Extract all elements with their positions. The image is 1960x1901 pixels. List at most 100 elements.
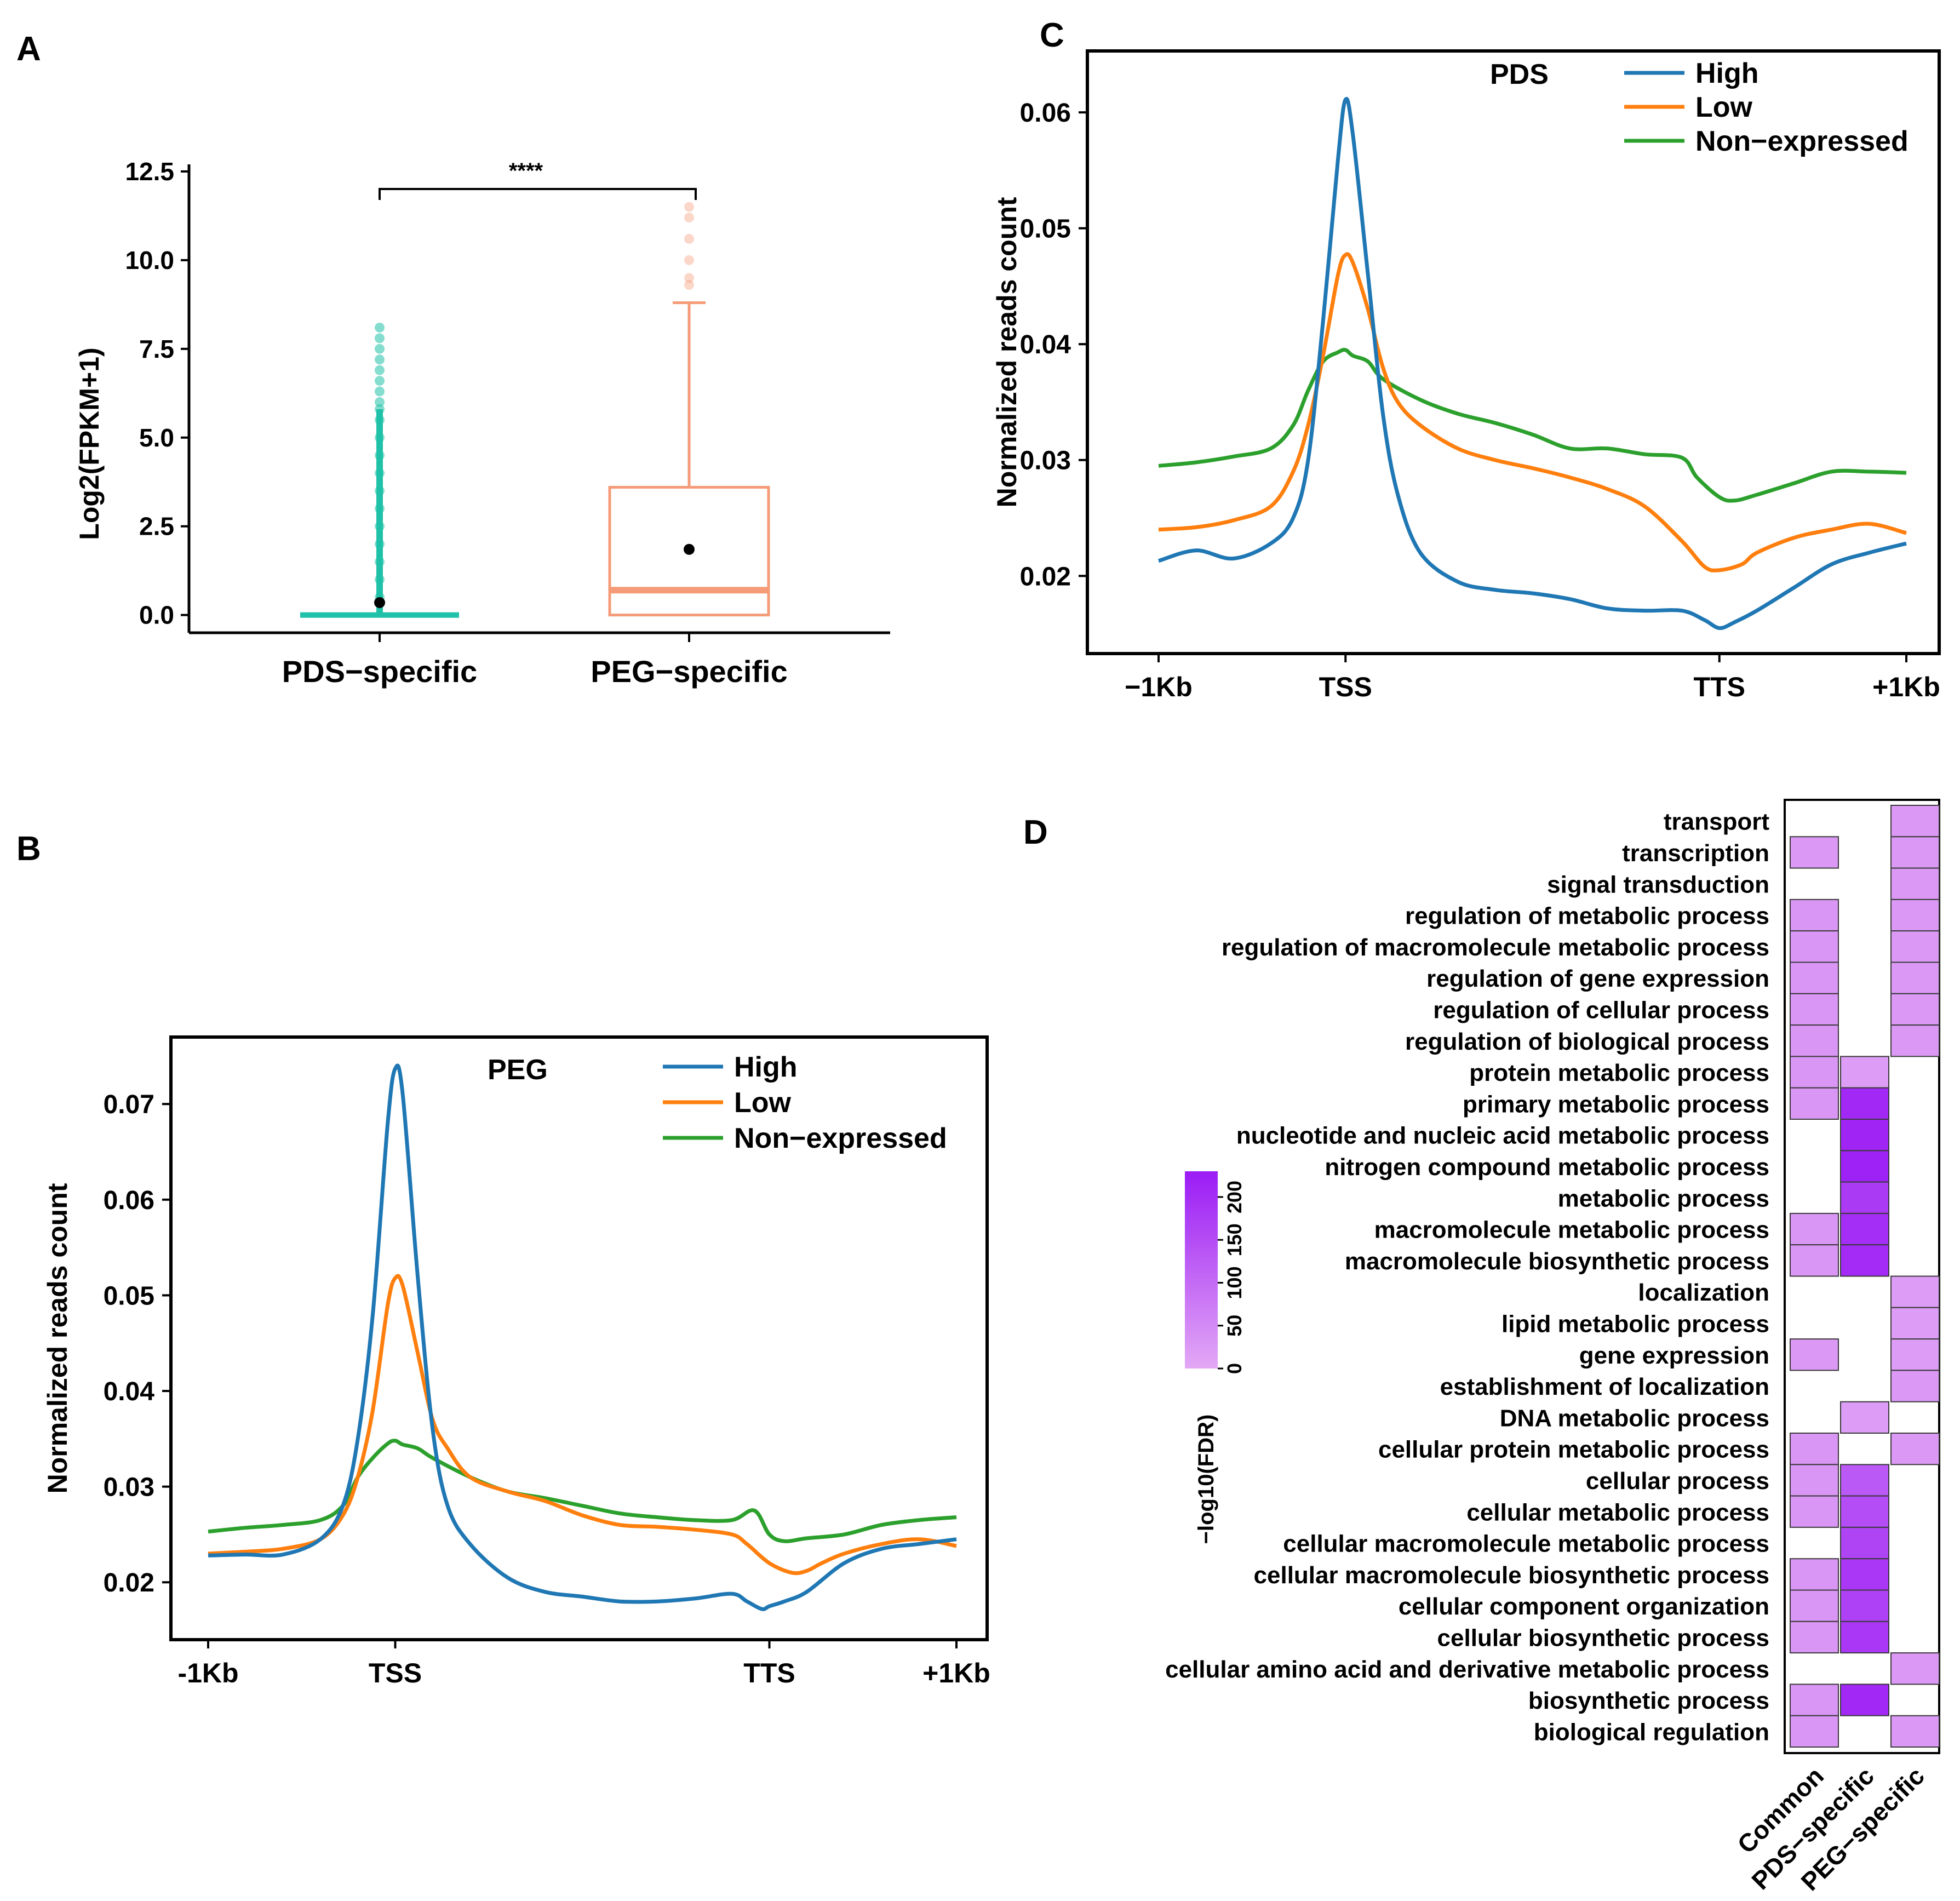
panel-c-ytick-label: 0.05	[1020, 215, 1071, 244]
panel-d-heatmap-cell	[1890, 1715, 1940, 1748]
panel-c-ytick-label: 0.03	[1020, 446, 1071, 476]
panel-d-colorbar-tick-label: 0	[1223, 1363, 1246, 1374]
panel-b-plot-frame	[169, 1035, 989, 1641]
panel-d-row-label: cellular macromolecule biosynthetic proc…	[1254, 1562, 1769, 1589]
panel-b-legend-label: Low	[734, 1087, 792, 1119]
panel-d-row-label: establishment of localization	[1440, 1373, 1769, 1400]
panel-c-xtick-label: TSS	[1319, 672, 1372, 702]
panel-c-ytick-label: 0.04	[1020, 330, 1071, 359]
panel-d-heatmap-cell	[1790, 1589, 1839, 1622]
panel-d-heatmap-cell	[1890, 805, 1940, 838]
panel-d-heatmap-cell	[1890, 1275, 1940, 1308]
panel-d-heatmap-cell	[1790, 1024, 1839, 1057]
panel-d-heatmap-cell	[1790, 836, 1839, 869]
panel-a-outlier-point	[375, 386, 385, 397]
panel-d-row-label: cellular component organization	[1399, 1593, 1769, 1620]
panel-c-ylabel: Normalized reads count	[992, 197, 1022, 507]
panel-c-lineplot: Normalized reads count PDS 0.02 0.03 0.04 0…	[992, 49, 1941, 702]
panel-d-heatmap-cell	[1790, 961, 1839, 994]
panel-d-heatmap-cell	[1840, 1119, 1889, 1152]
panel-d-heatmap-cell	[1890, 1307, 1940, 1340]
panel-d-row-label: cellular biosynthetic process	[1437, 1624, 1769, 1651]
panel-label-c: C	[1040, 16, 1064, 54]
panel-a-ytick-label: 10.0	[125, 246, 174, 274]
panel-d-heatmap-cell	[1840, 1621, 1889, 1654]
panel-b-ytick-label: 0.05	[104, 1281, 154, 1310]
panel-c-series-line	[1158, 252, 1907, 572]
panel-a-outlier-point	[684, 202, 694, 212]
panel-d-row-label: macromolecule biosynthetic process	[1345, 1248, 1769, 1275]
panel-d-heatmap-cell	[1890, 1370, 1940, 1402]
panel-d-row-label: biological regulation	[1534, 1719, 1769, 1745]
panel-c-xtick-label: TTS	[1694, 672, 1745, 702]
panel-d-heatmap-cell	[1790, 1715, 1839, 1748]
panel-a-significance: ****	[509, 159, 543, 183]
panel-a-outlier-point	[684, 280, 694, 290]
panel-d-heatmap-cell	[1840, 1495, 1889, 1528]
panel-d-row-label: signal transduction	[1547, 871, 1769, 898]
panel-d-heatmap-cell	[1890, 1024, 1940, 1057]
panel-b-ytick-label: 0.06	[104, 1186, 154, 1215]
panel-d-row-label: cellular amino acid and derivative metab…	[1165, 1656, 1769, 1683]
panel-d-heatmap-cell	[1890, 961, 1940, 994]
panel-d-heatmap-cell	[1840, 1087, 1889, 1120]
panel-a-outlier-point	[684, 255, 694, 265]
panel-d-row-label: nitrogen compound metabolic process	[1325, 1154, 1769, 1181]
panel-a-mean-point	[684, 543, 695, 555]
panel-d-heatmap-cell	[1890, 1652, 1940, 1685]
panel-b-xtick-label: +1Kb	[922, 1658, 990, 1688]
panel-a-mean-point	[374, 597, 385, 608]
panel-d-heatmap-cell	[1790, 1684, 1839, 1716]
panel-d-heatmap-cell	[1840, 1589, 1889, 1622]
panel-d-heatmap: transport transcription signal transductio…	[1165, 799, 1940, 1896]
panel-d-row-label: cellular protein metabolic process	[1378, 1436, 1769, 1463]
panel-d-heatmap-cell	[1840, 1526, 1889, 1560]
panel-label-b: B	[16, 830, 41, 868]
panel-d-row-label: regulation of gene expression	[1426, 965, 1769, 992]
panel-d-heatmap-cell	[1840, 1056, 1889, 1089]
panel-d-heatmap-cell	[1840, 1150, 1889, 1183]
panel-b-lineplot: Normalized reads count PEG 0.02 0.03 0.04 0…	[42, 1035, 990, 1688]
panel-d-heatmap-cell	[1790, 1338, 1839, 1371]
panel-a-outlier-point	[684, 273, 694, 283]
panel-d-heatmap-cell	[1790, 993, 1839, 1026]
panel-d-row-label: regulation of biological process	[1405, 1028, 1769, 1055]
panel-b-ytick-label: 0.03	[104, 1473, 154, 1502]
panel-d-heatmap-cell	[1840, 1212, 1889, 1246]
panel-a-outlier-point	[375, 376, 385, 386]
panel-a-outlier-point	[375, 365, 385, 375]
panel-d-heatmap-cell	[1840, 1558, 1889, 1591]
panel-d-heatmap-cell	[1890, 898, 1940, 932]
panel-d-row-label: regulation of metabolic process	[1405, 903, 1769, 930]
panel-d-heatmap-cell	[1790, 1212, 1839, 1246]
panel-d-heatmap-cell	[1840, 1684, 1889, 1716]
panel-d-colorbar-tick-label: 150	[1223, 1223, 1246, 1256]
panel-d-heatmap-cell	[1790, 1464, 1839, 1497]
panel-d-row-label: biosynthetic process	[1528, 1687, 1769, 1714]
panel-d-heatmap-cell	[1890, 1433, 1940, 1465]
panel-d-row-label: localization	[1638, 1279, 1769, 1306]
panel-label-a: A	[16, 30, 41, 68]
panel-d-heatmap-cell	[1790, 1495, 1839, 1528]
panel-d-heatmap-cell	[1890, 930, 1940, 963]
panel-d-row-label: nucleotide and nucleic acid metabolic pr…	[1236, 1123, 1769, 1149]
panel-b-ylabel: Normalized reads count	[42, 1183, 73, 1493]
panel-d-heatmap-cell	[1790, 1433, 1839, 1465]
panel-d-row-label: metabolic process	[1558, 1185, 1769, 1212]
panel-d-row-label: protein metabolic process	[1469, 1060, 1769, 1086]
panel-a-outlier-point	[684, 213, 694, 223]
panel-a-boxplot: Log2(FPKM+1) 0.0 2.5 5.0 7.5 10.0 12.5 PDS−sp…	[74, 157, 890, 689]
panel-c-series-line	[1157, 96, 1907, 631]
panel-d-heatmap-cell	[1790, 1244, 1839, 1277]
panel-b-ytick-label: 0.07	[104, 1090, 154, 1119]
panel-d-row-label: macromolecule metabolic process	[1374, 1217, 1769, 1244]
panel-d-heatmap-cell	[1840, 1401, 1889, 1434]
panel-d-heatmap-cell	[1790, 930, 1839, 963]
panel-d-row-label: primary metabolic process	[1463, 1091, 1769, 1118]
panel-c-legend-label: Low	[1695, 91, 1753, 123]
panel-d-heatmap-cell	[1790, 1056, 1839, 1089]
panel-a-ytick-label: 12.5	[125, 157, 174, 186]
panel-a-ytick-label: 0.0	[139, 601, 174, 629]
panel-a-xtick-label: PDS−specific	[282, 654, 477, 689]
